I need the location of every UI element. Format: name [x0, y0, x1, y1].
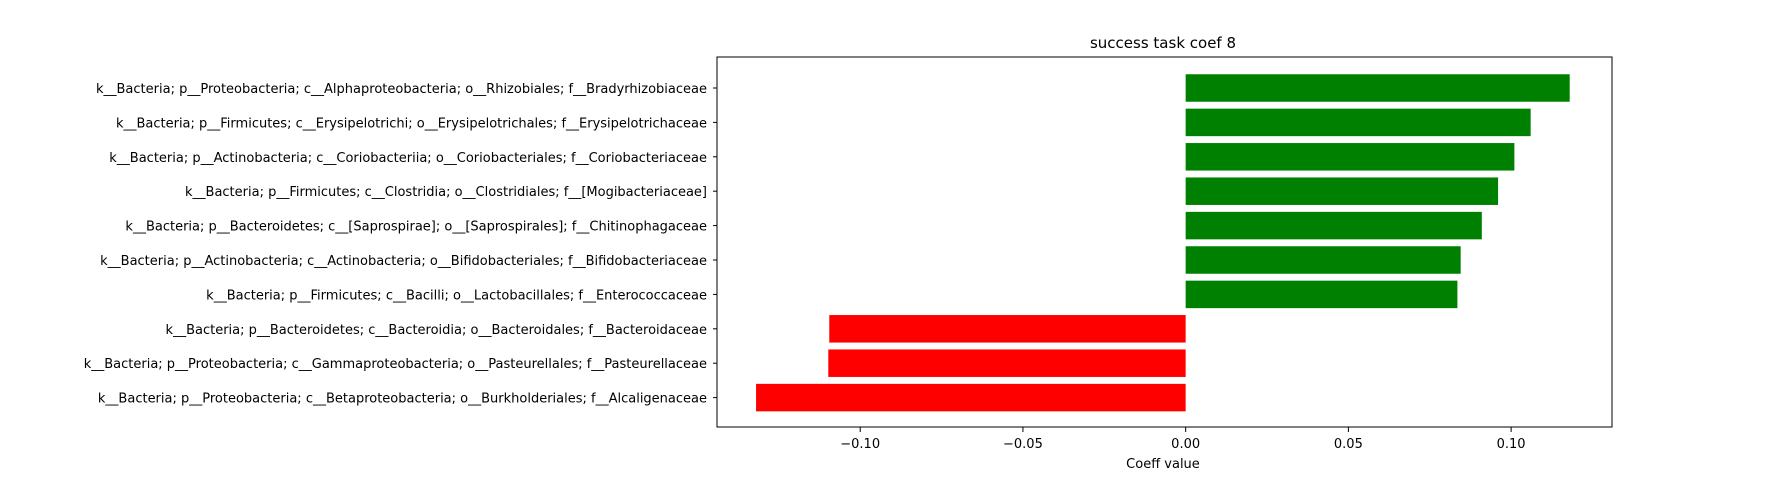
category-label-2: k__Bacteria; p__Actinobacteria; c__Corio… [109, 151, 707, 166]
bar-1 [1185, 108, 1531, 137]
x-axis-ticks: −0.10 −0.05 0.00 0.05 0.10 [840, 427, 1526, 452]
category-label-4: k__Bacteria; p__Bacteroidetes; c__[Sapro… [125, 220, 707, 235]
bar-2 [1185, 143, 1515, 171]
category-label-0: k__Bacteria; p__Proteobacteria; c__Alpha… [96, 82, 707, 97]
plot-frame [716, 56, 1613, 428]
bar-8 [828, 349, 1186, 377]
bar-3 [1185, 177, 1499, 205]
bar-6 [1185, 280, 1458, 309]
x-tick-label-4: 0.10 [1497, 437, 1526, 452]
chart-title: success task coef 8 [1090, 34, 1236, 52]
category-label-7: k__Bacteria; p__Bacteroidetes; c__Bacter… [166, 323, 707, 338]
category-label-3: k__Bacteria; p__Firmicutes; c__Clostridi… [185, 185, 707, 200]
category-label-6: k__Bacteria; p__Firmicutes; c__Bacilli; … [206, 288, 707, 303]
category-labels: k__Bacteria; p__Proteobacteria; c__Alpha… [84, 82, 717, 407]
x-tick-label-0: −0.10 [840, 437, 880, 452]
bar-4 [1185, 211, 1482, 240]
bar-9 [756, 383, 1186, 412]
category-label-8: k__Bacteria; p__Proteobacteria; c__Gamma… [84, 357, 707, 372]
x-axis-label: Coeff value [1126, 457, 1200, 472]
x-tick-label-2: 0.00 [1171, 437, 1200, 452]
x-tick-label-1: −0.05 [1003, 437, 1043, 452]
category-label-1: k__Bacteria; p__Firmicutes; c__Erysipelo… [116, 116, 707, 131]
bar-0 [1185, 74, 1570, 102]
category-label-9: k__Bacteria; p__Proteobacteria; c__Betap… [98, 392, 707, 407]
category-label-5: k__Bacteria; p__Actinobacteria; c__Actin… [100, 254, 707, 269]
x-tick-label-3: 0.05 [1334, 437, 1363, 452]
bars-group [756, 74, 1570, 412]
bar-7 [829, 315, 1186, 343]
bar-5 [1185, 246, 1461, 274]
